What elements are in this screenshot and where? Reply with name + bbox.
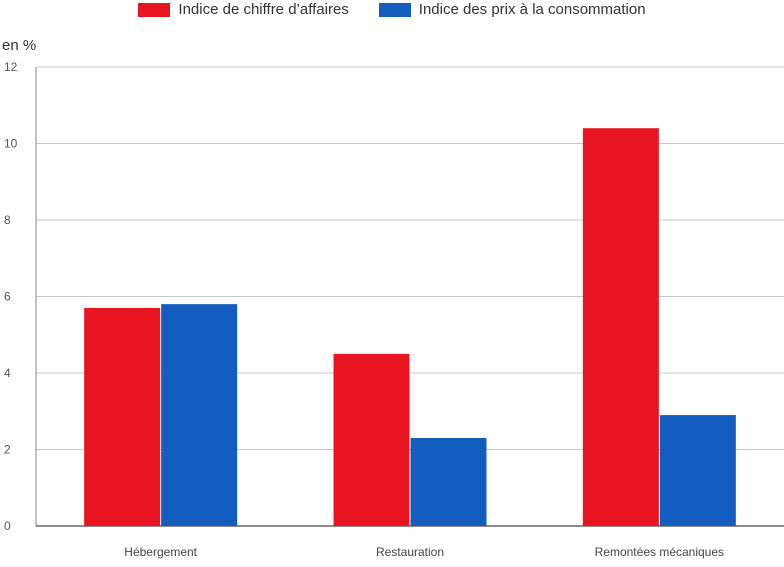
y-tick-label-0: 0 <box>4 519 11 533</box>
y-tick-label-6: 6 <box>4 290 11 304</box>
x-tick-label-1: Restauration <box>376 545 444 559</box>
bar-0-1 <box>161 304 238 526</box>
legend-item-turnover: Indice de chiffre d’affaires <box>138 1 349 18</box>
legend-label-cpi: Indice des prix à la consommation <box>418 1 646 18</box>
legend: Indice de chiffre d’affaires Indice des … <box>0 1 784 18</box>
y-tick-label-12: 12 <box>4 60 18 74</box>
bar-2-0 <box>582 128 659 526</box>
legend-item-cpi: Indice des prix à la consommation <box>378 1 646 18</box>
legend-swatch-turnover <box>138 2 171 17</box>
x-tick-label-0: Hébergement <box>124 545 197 559</box>
y-tick-label-4: 4 <box>4 366 11 380</box>
bar-1-0 <box>333 353 410 526</box>
bar-1-1 <box>410 438 487 526</box>
bar-0-0 <box>84 307 161 526</box>
legend-swatch-cpi <box>378 2 411 17</box>
bar-2-1 <box>659 415 736 526</box>
y-tick-label-10: 10 <box>4 137 18 151</box>
x-tick-label-2: Remontées mécaniques <box>595 545 724 559</box>
y-axis-unit-label: en % <box>2 37 37 54</box>
y-tick-label-2: 2 <box>4 443 11 457</box>
y-tick-label-8: 8 <box>4 213 11 227</box>
legend-label-turnover: Indice de chiffre d’affaires <box>178 1 349 18</box>
